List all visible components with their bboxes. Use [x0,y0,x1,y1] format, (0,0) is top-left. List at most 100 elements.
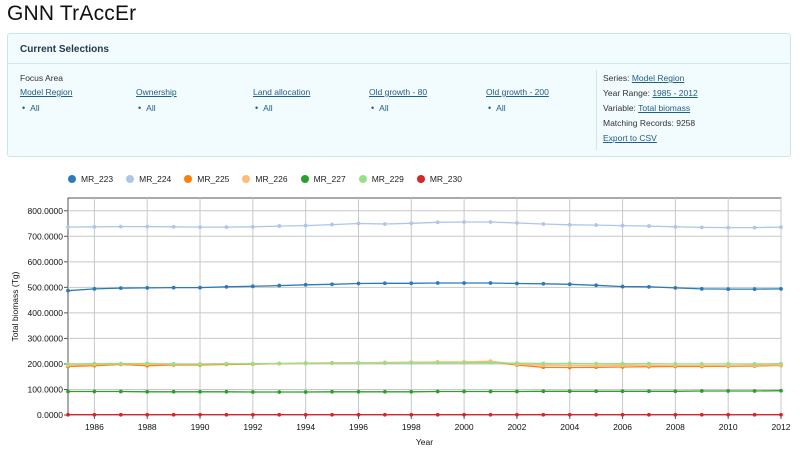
data-point-mr-224 [435,220,440,225]
data-point-mr-223 [541,281,546,286]
data-point-mr-223 [462,281,467,285]
data-point-mr-224 [647,224,651,228]
y-tick-label: 700.0000 [28,231,64,241]
info-divider [596,70,597,150]
data-point-mr-224 [620,223,625,228]
y-tick-label: 400.0000 [28,308,64,318]
data-point-mr-230 [699,412,704,417]
legend-item-mr-226[interactable]: MR_226 [242,174,288,184]
data-point-mr-224 [250,224,255,229]
data-point-mr-223 [277,283,282,288]
y-axis-title: Total biomass (Tg) [10,271,20,341]
filter-old-growth-80-value: • All [371,103,389,113]
x-tick-label: 1998 [402,422,421,432]
filter-old-growth-200-value: • All [488,103,506,113]
y-tick-label: 800.0000 [28,206,64,216]
filter-ownership-link[interactable]: Ownership [136,87,177,97]
data-point-mr-230 [330,412,334,417]
export-csv-link[interactable]: Export to CSV [603,133,657,143]
data-point-mr-224 [92,224,97,229]
data-point-mr-227 [277,390,282,394]
data-point-mr-230 [92,412,97,417]
x-tick-label: 1988 [138,422,157,432]
variable-link[interactable]: Total biomass [638,103,691,113]
data-point-mr-227 [779,388,783,393]
data-point-mr-230 [356,412,361,417]
legend-marker-mr-224 [126,175,135,183]
data-point-mr-227 [435,389,440,394]
data-point-mr-230 [515,412,519,417]
filter-land-allocation-link[interactable]: Land allocation [253,87,311,97]
data-point-mr-229 [488,360,493,365]
data-point-mr-223 [92,286,97,291]
data-point-mr-230 [435,412,440,417]
y-tick-label: 200.0000 [28,359,64,369]
legend-item-mr-225[interactable]: MR_225 [184,174,229,184]
data-point-mr-229 [409,361,414,365]
x-tick-label: 2010 [719,422,738,432]
data-point-mr-229 [567,361,572,366]
data-point-mr-223 [699,286,704,291]
y-tick-label: 100.0000 [28,384,64,394]
data-point-mr-224 [541,222,546,226]
data-point-mr-230 [250,412,255,417]
data-point-mr-230 [66,412,70,417]
panel-divider [8,63,790,64]
data-point-mr-227 [303,390,308,394]
data-point-mr-227 [726,389,731,393]
year-range-link[interactable]: 1985 - 2012 [652,88,698,98]
legend-item-mr-223[interactable]: MR_223 [68,174,113,184]
data-point-mr-227 [647,389,651,394]
legend-marker-mr-226 [242,175,251,183]
data-point-mr-224 [303,223,308,228]
biomass-line-chart: 1986 1988 1990 1992 1994 1996 1998 2000 2002 2004… [10,197,791,447]
data-point-mr-223 [303,282,308,287]
legend-label-mr-230: MR_230 [429,174,462,184]
data-point-mr-229 [382,361,387,366]
legend-label-mr-229: MR_229 [371,174,404,184]
data-point-mr-224 [779,225,783,230]
matching-records: Matching Records: 9258 [603,118,696,128]
data-point-mr-224 [356,221,361,226]
data-point-mr-230 [673,412,678,417]
legend-item-mr-227[interactable]: MR_227 [300,174,346,184]
data-point-mr-223 [250,284,255,289]
data-point-mr-224 [277,224,282,228]
data-point-mr-224 [382,222,387,226]
data-point-mr-227 [145,389,150,394]
data-point-mr-229 [462,361,467,365]
data-point-mr-224 [515,221,519,225]
filter-old-growth-80-link[interactable]: Old growth - 80 [369,87,428,97]
data-point-mr-229 [779,361,783,366]
data-point-mr-229 [303,361,308,366]
data-point-mr-227 [356,389,361,394]
app-title: GNN TrAccEr [7,2,137,25]
y-tick-label: 600.0000 [28,257,64,267]
data-point-mr-224 [66,225,70,230]
data-point-mr-224 [462,220,467,224]
data-point-mr-229 [250,361,255,366]
legend-item-mr-229[interactable]: MR_229 [358,174,404,184]
year-range-info: Year Range: 1985 - 2012 [603,88,698,98]
data-point-mr-223 [647,284,651,289]
data-point-mr-223 [356,281,361,286]
data-point-mr-223 [567,282,572,287]
data-point-mr-229 [330,361,334,366]
data-point-mr-227 [409,389,414,394]
filter-old-growth-200-link[interactable]: Old growth - 200 [486,87,549,97]
data-point-mr-229 [145,361,150,366]
data-point-mr-229 [118,361,123,366]
data-point-mr-224 [330,222,334,227]
legend-item-mr-224[interactable]: MR_224 [126,174,171,184]
legend-item-mr-230[interactable]: MR_230 [416,174,462,184]
filter-model-region: Model Region • All [20,87,72,113]
focus-area-label: Focus Area [20,73,63,83]
legend-label-mr-227: MR_227 [313,174,346,184]
data-point-mr-229 [647,361,651,366]
legend-marker-mr-229 [358,175,367,183]
series-link[interactable]: Model Region [631,73,685,83]
filter-model-region-link[interactable]: Model Region [20,87,73,97]
data-point-mr-223 [673,285,678,290]
filter-ownership-value: • All [138,103,156,113]
legend-marker-mr-230 [416,175,425,183]
